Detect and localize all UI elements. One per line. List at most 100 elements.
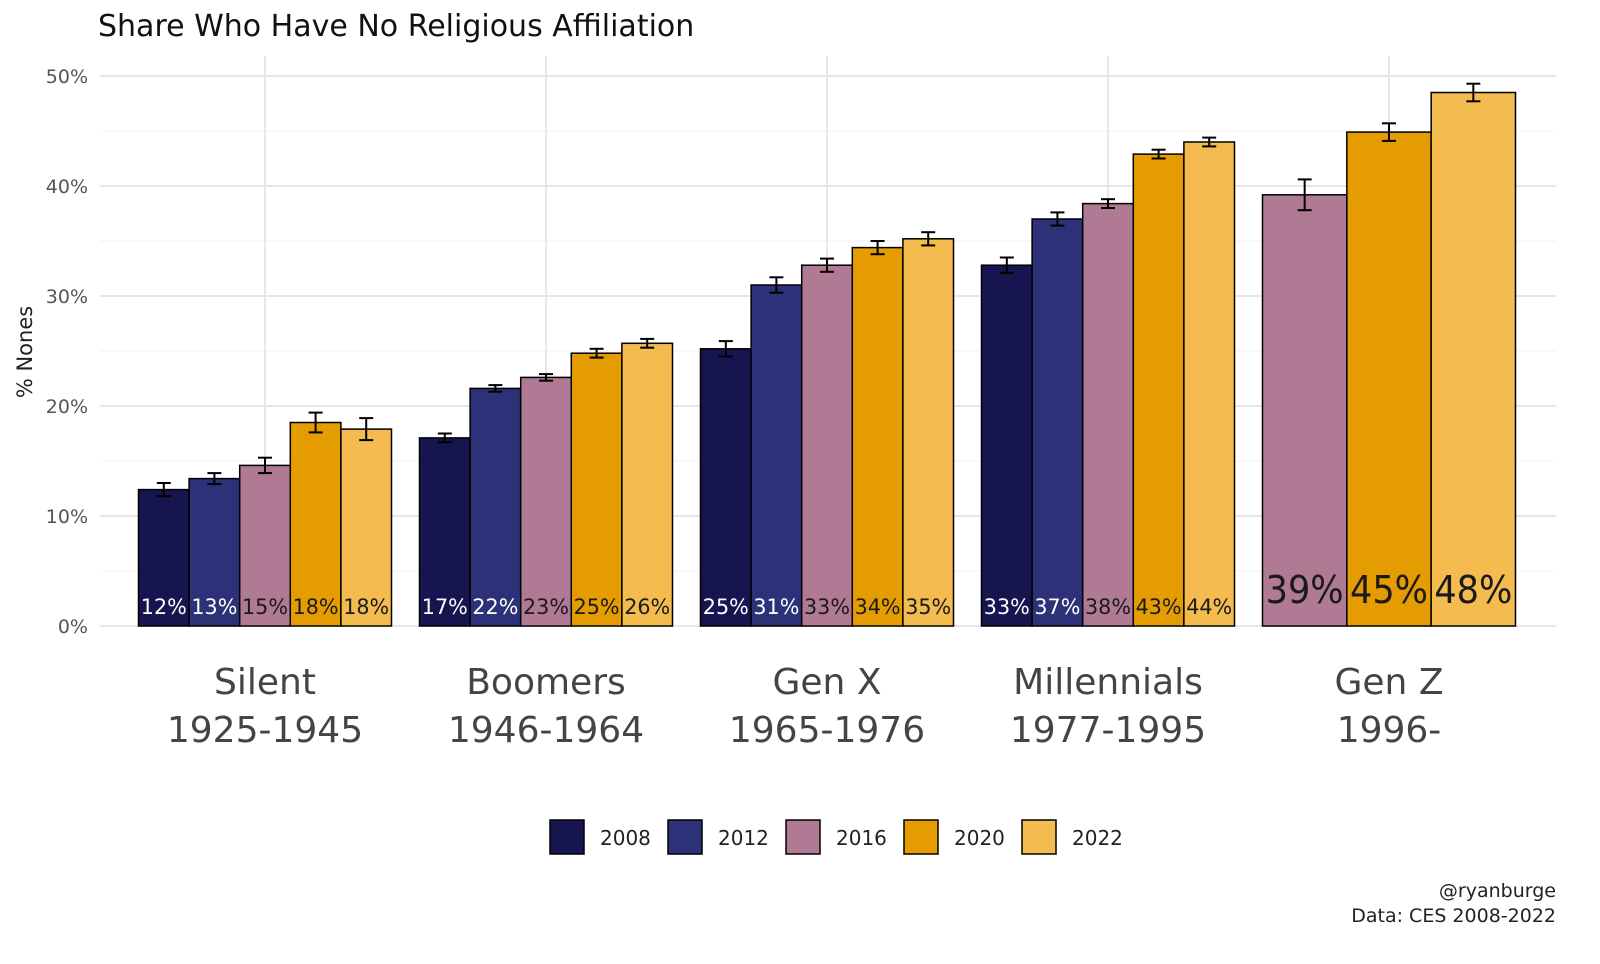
error-bar bbox=[156, 482, 171, 498]
x-tick-label-years: 1925-1945 bbox=[167, 710, 363, 751]
caption-source: Data: CES 2008-2022 bbox=[1351, 905, 1556, 927]
error-bar bbox=[640, 337, 655, 349]
bar bbox=[418, 437, 471, 627]
bar bbox=[699, 348, 752, 627]
data-label: 26% bbox=[624, 595, 670, 619]
data-label: 33% bbox=[804, 595, 850, 619]
error-bar bbox=[258, 456, 272, 475]
error-bar bbox=[207, 472, 222, 486]
bar-2022-millennials: 44% bbox=[1183, 136, 1236, 627]
error-bar bbox=[820, 257, 834, 273]
legend-swatch bbox=[903, 819, 939, 855]
bar bbox=[1081, 202, 1135, 627]
bar-2020-gen-x: 34% bbox=[851, 240, 904, 627]
chart-title: Share Who Have No Religious Affiliation bbox=[98, 9, 694, 44]
data-label: 38% bbox=[1085, 595, 1131, 619]
data-label: 25% bbox=[703, 595, 749, 619]
x-tick-label-years: 1946-1964 bbox=[448, 710, 644, 751]
x-axis: Silent 1925-1945 Boomers 1946-1964 Gen X 1965… bbox=[167, 662, 1444, 751]
y-axis: 0% 10% 20% 30% 40% 50% bbox=[46, 66, 88, 638]
bar-2020-gen-z: 45% bbox=[1346, 122, 1432, 627]
bar-2008-millennials: 33% bbox=[980, 256, 1033, 627]
data-label: 15% bbox=[242, 595, 288, 619]
bar-2020-boomers: 25% bbox=[570, 347, 623, 627]
legend-swatch bbox=[1021, 819, 1057, 855]
data-label: 31% bbox=[753, 595, 799, 619]
bar bbox=[1031, 218, 1084, 627]
bar-2008-boomers: 17% bbox=[418, 432, 471, 627]
x-tick-label-years: 1996- bbox=[1337, 710, 1442, 751]
legend-item-2012: 2012 bbox=[667, 819, 769, 855]
error-bar bbox=[589, 347, 604, 359]
bar-2012-gen-x: 31% bbox=[750, 276, 803, 627]
error-bar bbox=[921, 231, 936, 247]
error-bar bbox=[308, 411, 323, 434]
x-tick-label-name: Silent bbox=[214, 662, 316, 703]
bar-2012-silent: 13% bbox=[188, 472, 241, 627]
bar bbox=[800, 264, 854, 627]
data-label: 48% bbox=[1434, 568, 1512, 612]
error-bar bbox=[870, 240, 885, 256]
y-tick-label: 50% bbox=[46, 66, 88, 88]
bar-2020-silent: 18% bbox=[289, 411, 342, 627]
bar-2016-millennials: 38% bbox=[1081, 198, 1135, 627]
x-tick-label-years: 1965-1976 bbox=[729, 710, 925, 751]
bars: 12% 13% 15% 18% 18% 17% 22% 23% 25% 26% 25% 31% 33% 3… bbox=[137, 82, 1517, 627]
bar bbox=[1430, 91, 1517, 627]
legend-swatch bbox=[785, 819, 821, 855]
bar-2022-silent: 18% bbox=[340, 417, 393, 627]
legend-label: 2008 bbox=[600, 826, 651, 850]
y-tick-label: 20% bbox=[46, 396, 88, 418]
y-tick-label: 0% bbox=[58, 616, 88, 638]
bar-2012-millennials: 37% bbox=[1031, 211, 1084, 627]
error-bar bbox=[1297, 178, 1312, 212]
data-label: 44% bbox=[1186, 595, 1232, 619]
bar bbox=[570, 352, 623, 627]
legend-label: 2022 bbox=[1072, 826, 1123, 850]
bar-2022-gen-z: 48% bbox=[1430, 82, 1517, 627]
x-tick-label-years: 1977-1995 bbox=[1010, 710, 1206, 751]
bar bbox=[469, 387, 522, 627]
bar-2008-gen-x: 25% bbox=[699, 340, 752, 627]
legend-item-2020: 2020 bbox=[903, 819, 1005, 855]
data-label: 33% bbox=[984, 595, 1030, 619]
bar bbox=[980, 264, 1033, 627]
legend: 2008 2012 2016 2020 2022 bbox=[549, 819, 1123, 855]
x-tick-label-name: Boomers bbox=[466, 662, 626, 703]
caption-handle: @ryanburge bbox=[1439, 880, 1556, 902]
bar bbox=[1183, 141, 1236, 627]
bar-2022-boomers: 26% bbox=[621, 337, 674, 627]
error-bar bbox=[999, 256, 1014, 274]
legend-swatch bbox=[667, 819, 703, 855]
x-tick-label-name: Millennials bbox=[1013, 662, 1203, 703]
data-label: 22% bbox=[472, 595, 518, 619]
error-bar bbox=[718, 340, 733, 358]
error-bar bbox=[769, 276, 784, 294]
bar-2020-millennials: 43% bbox=[1132, 148, 1185, 627]
bar bbox=[137, 488, 190, 627]
error-bar bbox=[1050, 211, 1065, 227]
legend-item-2008: 2008 bbox=[549, 819, 651, 855]
bar-2008-silent: 12% bbox=[137, 482, 190, 627]
y-tick-label: 30% bbox=[46, 286, 88, 308]
data-label: 23% bbox=[523, 595, 569, 619]
legend-label: 2020 bbox=[954, 826, 1005, 850]
error-bar bbox=[539, 373, 553, 382]
error-bar bbox=[1101, 198, 1115, 209]
error-bar bbox=[1466, 82, 1481, 103]
bar-2022-gen-x: 35% bbox=[902, 231, 955, 627]
y-tick-label: 10% bbox=[46, 506, 88, 528]
bar-2016-silent: 15% bbox=[238, 456, 292, 627]
error-bar bbox=[437, 432, 452, 444]
bar-2012-boomers: 22% bbox=[469, 384, 522, 627]
data-label: 18% bbox=[293, 595, 339, 619]
bar bbox=[621, 342, 674, 627]
data-label: 12% bbox=[141, 595, 187, 619]
y-axis-label: % Nones bbox=[13, 306, 37, 398]
bar bbox=[851, 246, 904, 627]
error-bar bbox=[488, 384, 503, 393]
bar bbox=[519, 376, 573, 627]
bar bbox=[340, 428, 393, 627]
data-label: 18% bbox=[343, 595, 389, 619]
bar-2016-boomers: 23% bbox=[519, 373, 573, 627]
